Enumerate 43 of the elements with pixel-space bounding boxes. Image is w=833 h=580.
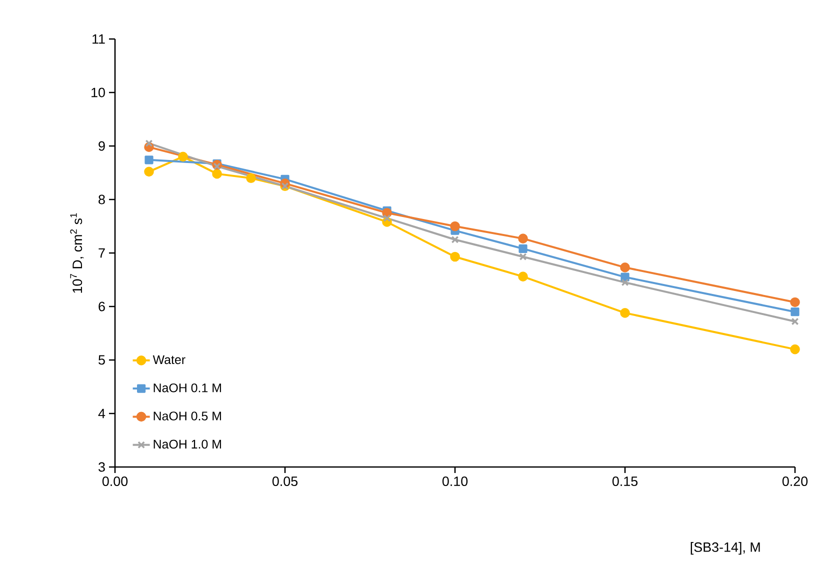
legend-label: NaOH 1.0 M bbox=[154, 440, 221, 449]
point bbox=[145, 140, 153, 148]
point bbox=[450, 221, 460, 232]
y-axis-title: 10$^{7}$ D, cm$^{2}$ s$^{1}$ bbox=[70, 213, 84, 293]
point bbox=[518, 234, 528, 244]
point bbox=[518, 244, 528, 254]
point bbox=[518, 272, 528, 282]
x-tick-label: 0.15 bbox=[612, 476, 638, 486]
x-tick-label: 0.10 bbox=[442, 476, 468, 486]
y-tick-label: 11 bbox=[92, 34, 105, 44]
point bbox=[451, 236, 459, 244]
point bbox=[178, 152, 188, 162]
x-tick-label: 0.00 bbox=[102, 476, 128, 486]
point bbox=[620, 262, 630, 272]
point bbox=[144, 156, 154, 164]
x-axis-title: [SB3-14], M bbox=[690, 542, 760, 555]
point bbox=[621, 278, 629, 286]
point bbox=[383, 214, 391, 222]
point bbox=[790, 308, 800, 316]
y-tick-label: 10 bbox=[92, 88, 105, 98]
point bbox=[450, 252, 460, 262]
point bbox=[519, 253, 527, 260]
point bbox=[620, 272, 630, 282]
x-tick-label: 0.05 bbox=[272, 476, 298, 486]
legend-label: Water bbox=[152, 355, 186, 364]
point bbox=[791, 318, 799, 326]
x-tick-label: 0.20 bbox=[782, 476, 808, 486]
point bbox=[144, 166, 154, 177]
legend-label: NaOH 0.1 M bbox=[154, 383, 221, 392]
y-tick-label: 6 bbox=[98, 302, 105, 312]
point bbox=[790, 297, 800, 308]
y-tick-label: 9 bbox=[98, 141, 105, 151]
y-tick-label: 5 bbox=[98, 355, 105, 365]
legend-label: NaOH 0.5 M bbox=[154, 412, 221, 420]
y-tick-label: 3 bbox=[98, 462, 105, 472]
y-tick-label: 4 bbox=[98, 408, 106, 418]
point bbox=[213, 162, 221, 170]
y-tick-label: 8 bbox=[98, 194, 105, 204]
point bbox=[212, 168, 222, 179]
point bbox=[790, 344, 800, 354]
point bbox=[620, 308, 630, 318]
point bbox=[246, 173, 256, 183]
y-tick-label: 7 bbox=[98, 248, 105, 258]
